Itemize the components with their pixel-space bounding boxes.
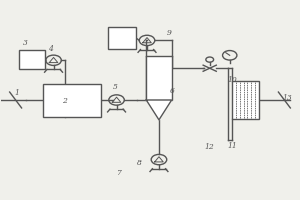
- Text: 12: 12: [205, 143, 214, 151]
- Bar: [146, 56, 172, 100]
- Bar: [19, 50, 46, 69]
- Text: 3: 3: [23, 39, 28, 47]
- Text: 2: 2: [62, 97, 67, 105]
- Text: 10: 10: [227, 76, 237, 84]
- Bar: [108, 27, 136, 49]
- Text: 11: 11: [227, 142, 237, 150]
- Text: 8: 8: [137, 159, 142, 167]
- Text: 1: 1: [15, 89, 20, 97]
- Text: 5: 5: [113, 83, 118, 91]
- Polygon shape: [146, 100, 172, 120]
- Text: 13: 13: [283, 94, 292, 102]
- Bar: [232, 81, 259, 119]
- Text: 7: 7: [116, 169, 121, 177]
- Bar: [43, 84, 101, 117]
- Text: 6: 6: [170, 87, 175, 95]
- Text: 4: 4: [47, 45, 52, 53]
- Text: 9: 9: [167, 29, 172, 37]
